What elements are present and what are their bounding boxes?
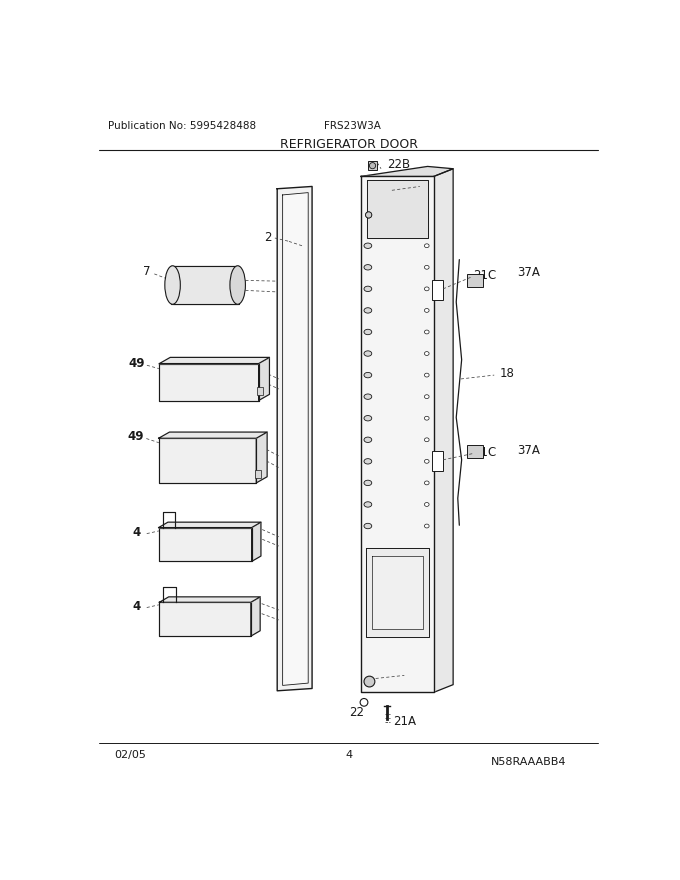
Ellipse shape <box>165 266 180 304</box>
Ellipse shape <box>424 330 429 334</box>
Polygon shape <box>361 166 453 176</box>
Text: 4: 4 <box>133 599 141 612</box>
Ellipse shape <box>424 266 429 269</box>
Circle shape <box>366 212 372 218</box>
Polygon shape <box>158 438 256 483</box>
Ellipse shape <box>364 437 372 443</box>
Polygon shape <box>158 432 267 438</box>
Bar <box>257 387 263 395</box>
Text: Publication No: 5995428488: Publication No: 5995428488 <box>108 121 256 131</box>
Ellipse shape <box>364 458 372 464</box>
Text: 49: 49 <box>128 430 144 444</box>
Ellipse shape <box>364 372 372 378</box>
Polygon shape <box>159 602 251 636</box>
Ellipse shape <box>364 243 372 248</box>
Polygon shape <box>277 187 312 691</box>
Ellipse shape <box>364 415 372 421</box>
Ellipse shape <box>364 524 372 529</box>
Polygon shape <box>372 556 423 629</box>
Polygon shape <box>434 169 453 693</box>
Bar <box>467 275 483 287</box>
Ellipse shape <box>364 308 372 313</box>
Circle shape <box>364 676 375 687</box>
Ellipse shape <box>424 481 429 485</box>
Ellipse shape <box>424 438 429 442</box>
Text: 49: 49 <box>129 357 145 370</box>
Ellipse shape <box>424 309 429 312</box>
Ellipse shape <box>424 459 429 463</box>
Text: 18: 18 <box>500 367 515 380</box>
Ellipse shape <box>364 502 372 507</box>
Text: 21A: 21A <box>394 715 417 728</box>
Bar <box>467 445 483 458</box>
Bar <box>368 161 377 171</box>
Text: 4: 4 <box>133 526 141 539</box>
Text: 21C: 21C <box>473 268 496 282</box>
Text: REFRIGERATOR DOOR: REFRIGERATOR DOOR <box>279 137 418 150</box>
Text: 7: 7 <box>143 265 151 278</box>
Polygon shape <box>159 363 258 400</box>
Ellipse shape <box>424 502 429 506</box>
Ellipse shape <box>364 265 372 270</box>
Polygon shape <box>171 266 239 304</box>
Text: 22: 22 <box>349 706 364 719</box>
Bar <box>432 451 443 471</box>
Text: 37A: 37A <box>517 444 540 457</box>
Text: 15: 15 <box>422 179 437 192</box>
Polygon shape <box>158 522 261 528</box>
Ellipse shape <box>424 373 429 377</box>
Text: 21C: 21C <box>473 445 496 458</box>
Ellipse shape <box>364 480 372 486</box>
Polygon shape <box>252 522 261 561</box>
Polygon shape <box>283 193 308 686</box>
Text: FRS23W3A: FRS23W3A <box>324 121 381 131</box>
Text: 37A: 37A <box>517 266 540 279</box>
Text: 02/05: 02/05 <box>114 750 146 759</box>
Circle shape <box>360 699 368 706</box>
Polygon shape <box>256 432 267 483</box>
Polygon shape <box>367 180 428 238</box>
Circle shape <box>366 212 372 218</box>
Ellipse shape <box>364 351 372 356</box>
Text: 2: 2 <box>264 231 271 244</box>
Polygon shape <box>159 357 269 363</box>
Polygon shape <box>258 357 269 400</box>
Ellipse shape <box>424 524 429 528</box>
Ellipse shape <box>424 287 429 290</box>
Polygon shape <box>158 528 252 561</box>
Text: 22B: 22B <box>388 158 411 172</box>
Ellipse shape <box>424 352 429 356</box>
Ellipse shape <box>424 395 429 399</box>
Polygon shape <box>251 597 260 636</box>
Text: 13: 13 <box>409 667 424 680</box>
Ellipse shape <box>364 394 372 400</box>
Ellipse shape <box>230 266 245 304</box>
Ellipse shape <box>424 416 429 420</box>
Text: N58RAAABB4: N58RAAABB4 <box>490 757 566 766</box>
Text: 4: 4 <box>345 750 352 759</box>
Ellipse shape <box>424 244 429 247</box>
Ellipse shape <box>364 286 372 291</box>
Polygon shape <box>366 548 429 637</box>
Polygon shape <box>159 597 260 602</box>
Bar <box>255 470 261 478</box>
Polygon shape <box>361 176 434 693</box>
Bar <box>432 280 443 299</box>
Circle shape <box>369 163 375 169</box>
Ellipse shape <box>364 329 372 334</box>
